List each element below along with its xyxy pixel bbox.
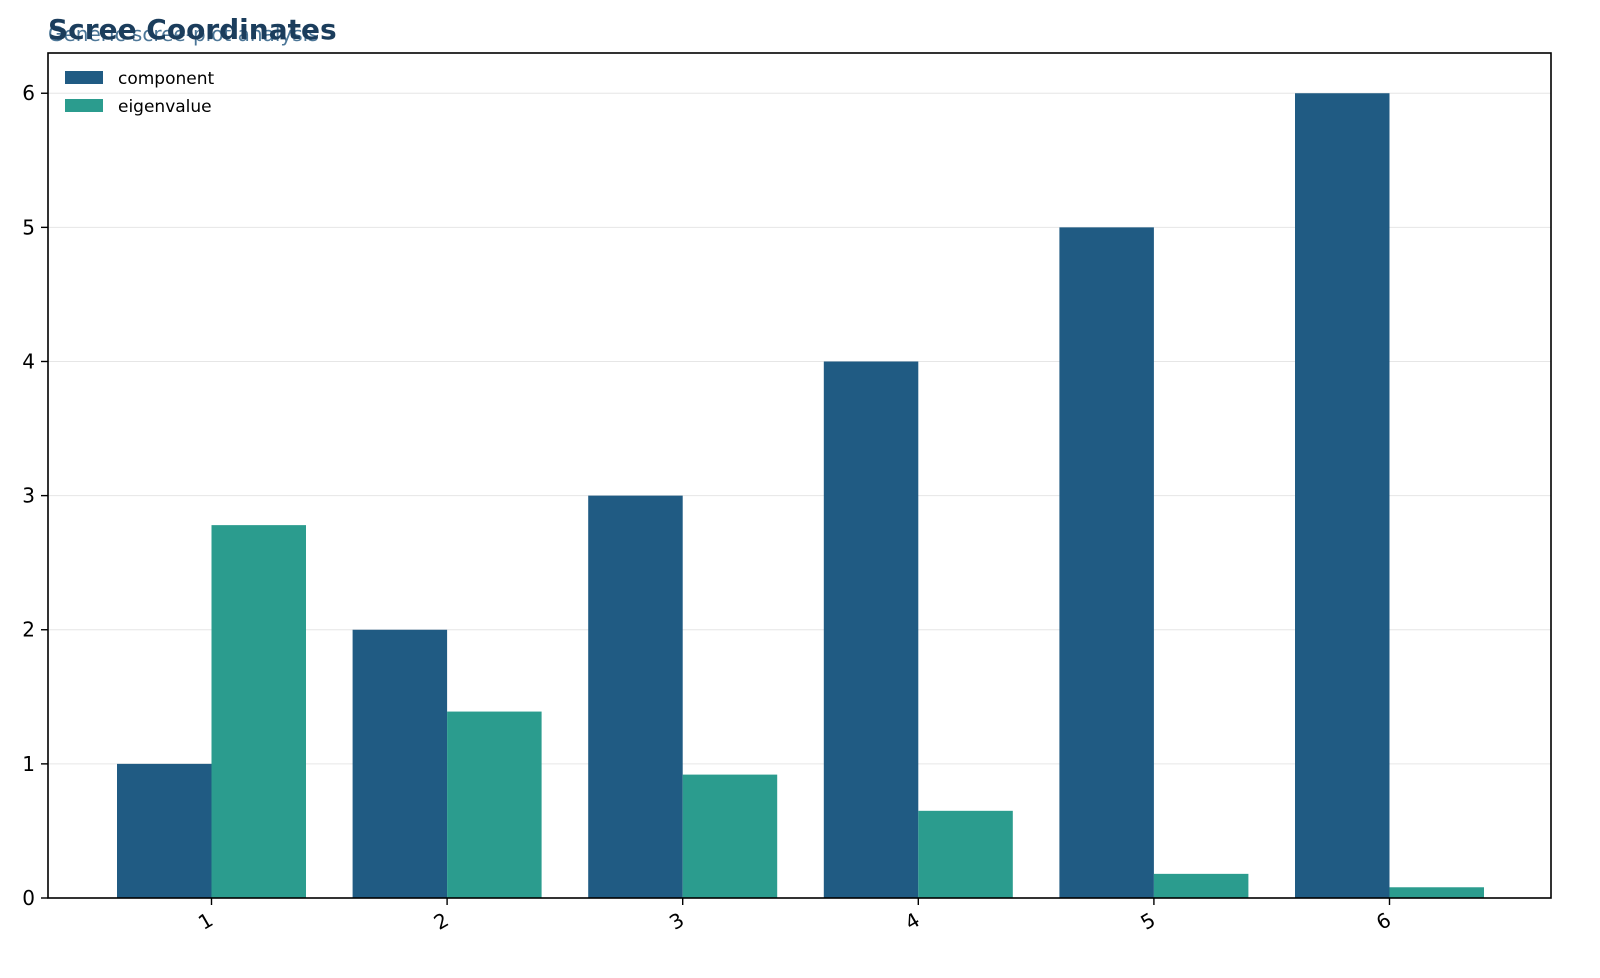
bar-eigenvalue-5 [1153, 873, 1249, 898]
legend-swatch-component [65, 71, 103, 84]
bar-component-6 [1295, 93, 1390, 898]
bar-component-4 [823, 361, 919, 898]
y-axis: 0 1 2 3 4 5 6 [22, 81, 48, 910]
bar-component-3 [588, 495, 683, 898]
x-tick-label: 5 [1136, 908, 1159, 935]
legend-label-eigenvalue: eigenvalue [118, 97, 212, 117]
bar-eigenvalue-6 [1389, 887, 1484, 898]
x-tick-label: 3 [665, 908, 688, 935]
plot-frame [47, 52, 1552, 899]
bars [117, 93, 1484, 898]
x-tick-label: 6 [1372, 908, 1395, 935]
bar-eigenvalue-3 [682, 774, 778, 898]
y-tick-label: 3 [22, 484, 35, 508]
x-tick-label: 4 [901, 908, 924, 935]
y-tick-label: 4 [22, 349, 35, 373]
y-tick-label: 1 [22, 752, 35, 776]
y-tick-label: 6 [22, 81, 35, 105]
legend: component eigenvalue [65, 69, 215, 117]
bar-eigenvalue-1 [211, 525, 306, 898]
bar-component-1 [117, 763, 212, 898]
y-tick-label: 2 [22, 618, 35, 642]
x-tick-label: 2 [430, 908, 453, 935]
x-axis: 1 2 3 4 5 6 [194, 898, 1395, 935]
bar-component-5 [1059, 227, 1154, 898]
chart-title: Scree Coordinates [48, 13, 337, 46]
bar-eigenvalue-2 [447, 711, 542, 898]
y-tick-label: 0 [22, 886, 35, 910]
legend-swatch-eigenvalue [65, 99, 103, 112]
bar-component-2 [352, 629, 448, 898]
chart-subtitle: Generic scree-plot analysis [48, 22, 319, 46]
x-tick-label: 1 [194, 908, 217, 935]
y-tick-label: 5 [22, 215, 35, 239]
bar-eigenvalue-4 [918, 810, 1013, 898]
legend-label-component: component [118, 69, 215, 89]
